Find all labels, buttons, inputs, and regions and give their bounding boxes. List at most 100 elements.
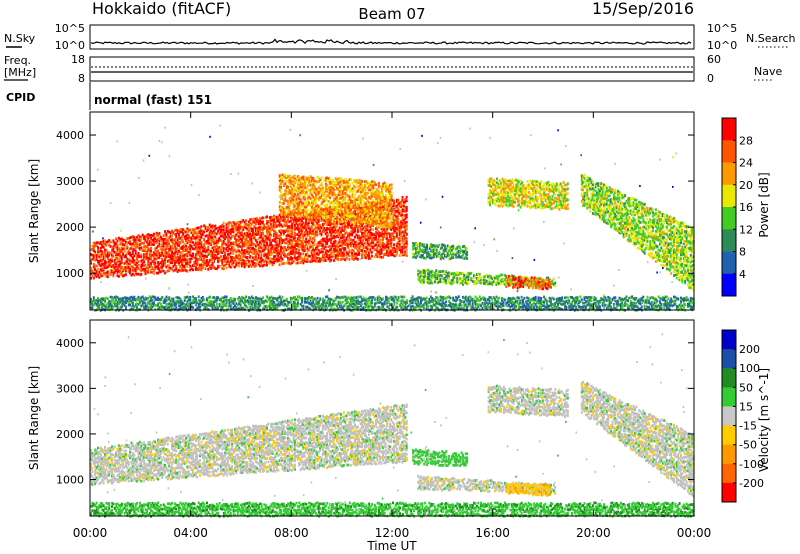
data-cell-5 xyxy=(653,213,656,216)
data-cell-5 xyxy=(618,227,621,231)
data-cell-0 xyxy=(150,268,153,272)
data-cell-0 xyxy=(328,253,331,257)
data-cell-5 xyxy=(635,224,638,228)
data-cell-0 xyxy=(200,252,203,256)
data-cell-5 xyxy=(632,210,635,213)
data-cell-2 xyxy=(529,277,531,281)
data-cell-4 xyxy=(527,195,530,199)
data-cell-0 xyxy=(176,270,179,273)
data-cell-0 xyxy=(340,211,342,215)
data-cell-0 xyxy=(327,250,330,253)
data-cell-5 xyxy=(645,237,648,240)
data-cell-0 xyxy=(334,221,337,225)
data-cell-4 xyxy=(518,199,521,203)
data-cell-5 xyxy=(646,206,649,210)
data-cell-5 xyxy=(670,247,673,251)
data-cell-0 xyxy=(219,234,222,238)
data-cell-5 xyxy=(593,188,596,192)
data-cell-0 xyxy=(205,234,208,238)
data-cell-0 xyxy=(363,256,366,259)
data-cell-5 xyxy=(666,225,668,229)
data-cell-5 xyxy=(663,260,666,263)
data-cell-0 xyxy=(321,217,324,221)
data-cell-0 xyxy=(291,261,294,265)
data-cell-4 xyxy=(540,203,543,206)
data-cell-0 xyxy=(238,235,241,238)
data-cell-0 xyxy=(321,246,324,250)
data-cell-0 xyxy=(361,256,363,260)
data-cell-0 xyxy=(289,252,292,255)
data-cell-0 xyxy=(212,256,215,260)
data-cell-0 xyxy=(254,217,257,221)
data-cell-0 xyxy=(264,254,267,258)
data-cell-3 xyxy=(532,286,535,290)
data-cell-2 xyxy=(459,277,462,281)
data-cell-0 xyxy=(162,240,165,243)
data-cell-0 xyxy=(200,266,203,270)
data-cell-0 xyxy=(143,264,146,267)
data-cell-0 xyxy=(98,263,101,267)
data-cell-0 xyxy=(240,220,243,224)
data-cell-0 xyxy=(263,254,266,257)
data-cell-0 xyxy=(204,267,207,271)
data-cell-0 xyxy=(245,256,248,259)
data-cell-4 xyxy=(501,185,504,189)
data-cell-0 xyxy=(152,262,155,266)
data-cell-0 xyxy=(402,246,405,250)
data-cell-0 xyxy=(393,243,396,247)
data-cell-0 xyxy=(207,245,210,249)
data-cell-0 xyxy=(242,263,245,267)
data-cell-5 xyxy=(654,237,657,241)
data-cell-0 xyxy=(254,262,257,266)
data-cell-4 xyxy=(539,186,541,189)
data-cell-0 xyxy=(179,251,182,254)
data-cell-0 xyxy=(211,262,214,265)
data-cell-0 xyxy=(404,250,407,253)
data-cell-0 xyxy=(120,255,123,259)
data-cell-0 xyxy=(361,231,363,235)
data-cell-0 xyxy=(210,253,213,257)
data-cell-0 xyxy=(284,224,287,228)
data-cell-5 xyxy=(584,203,587,207)
data-cell-2 xyxy=(523,275,526,279)
data-cell-2 xyxy=(428,282,431,285)
data-cell-3 xyxy=(513,278,516,281)
data-cell-1 xyxy=(419,253,422,257)
data-cell-0 xyxy=(404,246,407,249)
data-cell-0 xyxy=(390,245,393,248)
data-cell-0 xyxy=(94,264,97,268)
data-cell-4 xyxy=(505,198,508,202)
data-cell-0 xyxy=(171,254,173,258)
data-cell-5 xyxy=(647,232,650,235)
data-cell-4 xyxy=(533,199,536,203)
data-cell-0 xyxy=(344,247,347,250)
data-cell-0 xyxy=(282,245,285,249)
data-cell-2 xyxy=(420,274,422,278)
data-cell-4 xyxy=(547,205,550,209)
data-cell-0 xyxy=(185,234,187,238)
data-cell-0 xyxy=(90,248,92,252)
data-cell-5 xyxy=(643,248,646,252)
data-cell-1 xyxy=(464,255,467,259)
data-cell-0 xyxy=(393,201,396,205)
data-cell-0 xyxy=(273,214,275,218)
data-cell-0 xyxy=(370,232,373,235)
data-cell-5 xyxy=(586,194,589,197)
data-cell-0 xyxy=(219,245,222,249)
data-cell-1 xyxy=(424,250,427,254)
data-cell-0 xyxy=(169,256,172,260)
data-cell-4 xyxy=(536,184,539,187)
data-cell-0 xyxy=(291,250,294,254)
data-cell-0 xyxy=(358,245,361,249)
data-cell-0 xyxy=(214,241,217,245)
data-cell-5 xyxy=(591,195,594,198)
data-cell-0 xyxy=(313,252,316,255)
data-cell-5 xyxy=(610,214,613,218)
data-cell-4 xyxy=(548,202,551,206)
data-cell-0 xyxy=(226,237,229,240)
data-cell-5 xyxy=(633,207,636,210)
data-cell-5 xyxy=(589,187,592,191)
data-cell-5 xyxy=(638,222,641,225)
data-cell-0 xyxy=(307,248,310,252)
